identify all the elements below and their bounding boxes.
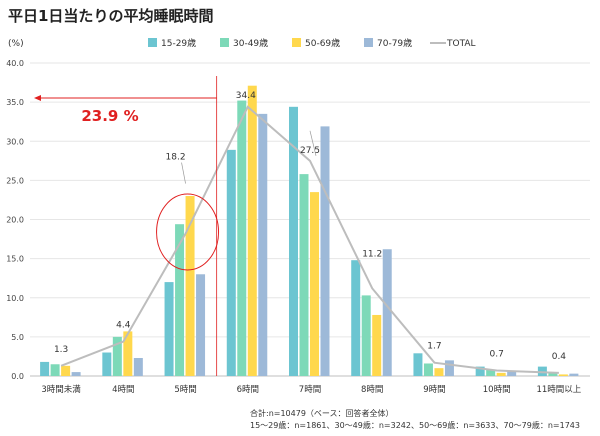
total-data-label: 1.3 [54,345,68,355]
bar [486,369,496,376]
bar [71,372,81,376]
bar [434,368,444,376]
bar [320,126,330,376]
y-tick-label: 10.0 [6,294,24,303]
bar [475,366,485,376]
x-tick-label: 10時間 [483,385,511,395]
bar [558,374,568,376]
bar [289,106,298,376]
bar [423,363,433,376]
bar [112,336,122,376]
bar [258,113,268,377]
total-data-label: 34.4 [236,91,256,101]
legend-swatch [364,38,373,47]
bar [310,192,319,376]
bar [40,361,50,376]
total-data-label: 11.2 [362,249,382,259]
legend-swatch [148,38,157,47]
legend-swatch [220,38,229,47]
y-tick-label: 5.0 [11,333,24,342]
bar-layer [40,85,579,377]
annotation-arrow-head [34,95,41,101]
bar [50,364,60,376]
bar [196,274,206,376]
x-tick-label: 11時間以上 [536,385,581,395]
bar [175,224,185,376]
chart-title: 平日1日当たりの平均睡眠時間 [8,7,214,25]
legend-swatch [292,38,301,47]
bar [61,365,71,376]
bar [496,372,506,376]
x-tick-label: 9時間 [423,385,445,395]
total-data-label: 27.5 [300,146,320,156]
legend-label: 15-29歳 [161,37,196,49]
bar [351,260,361,376]
bar [226,149,236,376]
y-tick-label: 25.0 [6,176,24,185]
footnote-breakdown: 15～29歳：n=1861、30～49歳：n=3242、50～69歳：n=363… [250,421,580,430]
x-tick-label: 7時間 [299,385,321,395]
legend-label: 30-49歳 [233,37,268,49]
bar [382,249,392,376]
y-tick-label: 20.0 [6,216,24,225]
label-leader-line [181,162,186,184]
x-tick-label: 3時間未満 [41,384,81,395]
bar [185,196,195,376]
y-tick-label: 0.0 [11,372,24,381]
legend-label: TOTAL [446,39,476,49]
total-data-label: 0.4 [552,352,567,362]
x-tick-label: 5時間 [174,385,196,395]
bar [123,331,133,376]
bar [548,372,558,376]
x-tick-label: 6時間 [237,385,259,395]
bar [133,358,143,376]
total-data-label: 4.4 [116,321,131,331]
bar [237,100,247,376]
bar [247,85,257,376]
y-tick-label: 35.0 [6,98,24,107]
total-line [60,105,559,374]
total-data-label: 18.2 [166,153,186,163]
y-tick-label: 15.0 [6,255,24,264]
bar [372,314,382,376]
y-axis-unit: (%) [8,39,24,49]
y-axis-ticks: 0.0 5.0 10.0 15.0 20.0 25.0 30.0 35.0 40.0 [6,59,24,381]
total-line-layer: 1.3 4.4 18.2 34.4 27.5 11.2 1.7 0.7 0.4 [54,91,567,374]
bar [569,373,579,376]
total-data-label: 0.7 [490,350,504,360]
highlight-circle [156,193,220,271]
y-tick-label: 30.0 [6,137,24,146]
bar [361,295,371,376]
x-tick-label: 4時間 [112,385,134,395]
bar [444,360,454,376]
legend-label: 50-69歳 [305,37,340,49]
legend: 15-29歳 30-49歳 50-69歳 70-79歳 TOTAL [148,37,476,49]
bar [299,174,309,376]
annotation-layer: 23.9 % [34,76,220,376]
x-tick-label: 8時間 [361,385,383,395]
footnote-total: 合計:n=10479（ベース：回答者全体） [250,409,394,418]
y-tick-label: 40.0 [6,59,24,68]
bar [164,282,174,376]
annotation-label: 23.9 % [81,107,138,125]
total-data-label: 1.7 [427,342,441,352]
bar [102,352,112,376]
bar [507,370,517,376]
bar [413,353,423,376]
label-leader-line [309,130,317,156]
legend-label: 70-79歳 [377,37,412,49]
x-axis-ticks: 3時間未満 4時間 5時間 6時間 7時間 8時間 9時間 10時間 11時間以上 [41,384,581,395]
